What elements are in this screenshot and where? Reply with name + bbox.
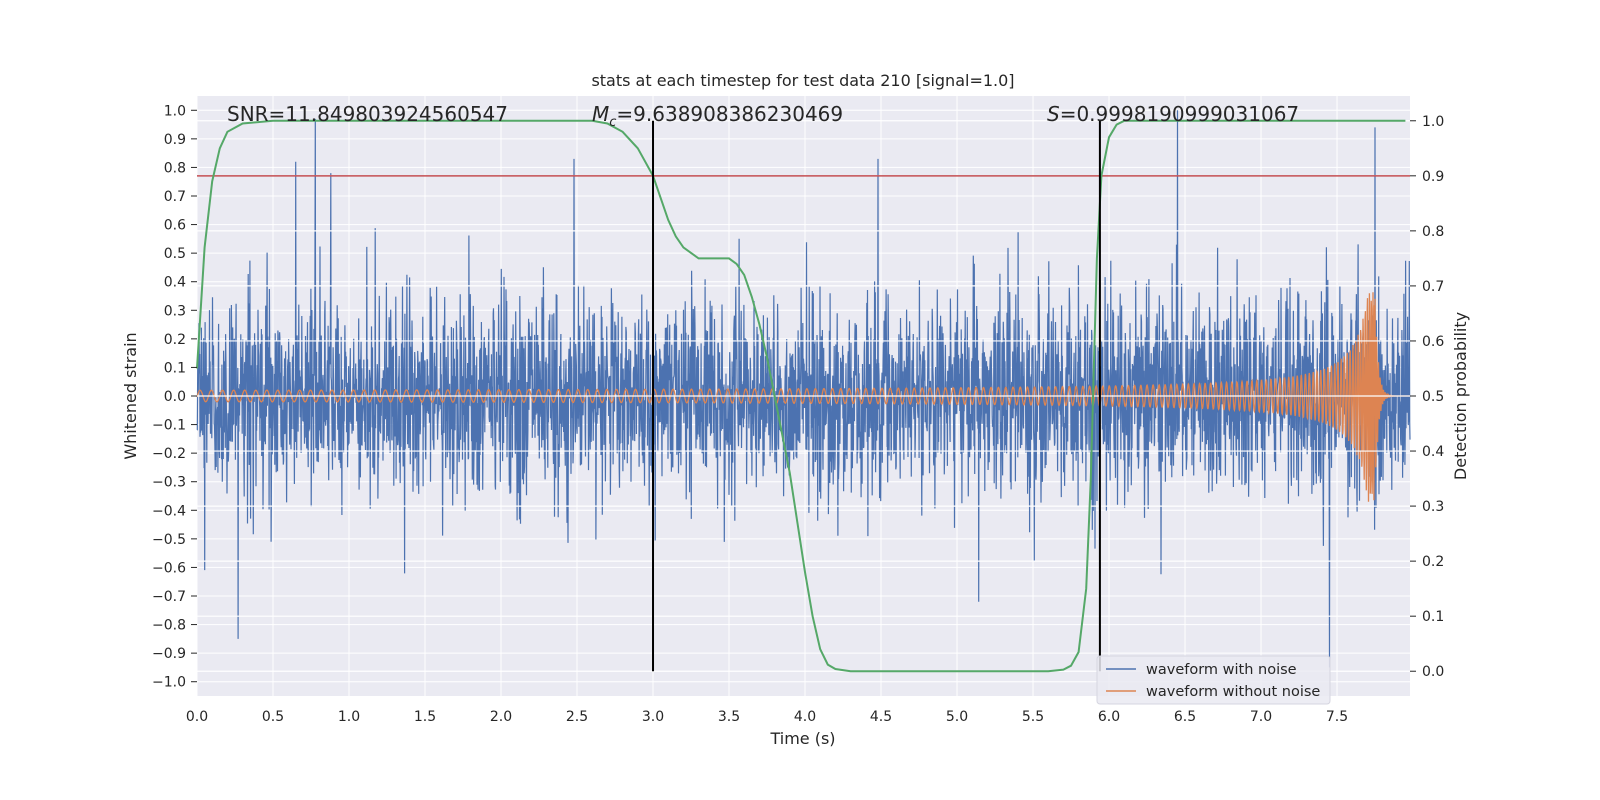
x-tick-label: 3.0 <box>642 709 664 725</box>
right-y-axis-label: Detection probability <box>1451 312 1470 480</box>
legend: waveform with noise waveform without noi… <box>1096 655 1331 705</box>
x-axis-ticks: 0.0 0.5 1.0 1.5 2.0 2.5 3.0 3.5 4.0 4.5 5.0 5.5 6.0 6… <box>186 709 1348 725</box>
right-y-tick-label: 1.0 <box>1422 114 1444 130</box>
legend-label-clean: waveform without noise <box>1146 684 1320 700</box>
left-y-tick-label: −0.8 <box>152 618 186 634</box>
left-y-tick-label: 0.0 <box>164 389 186 405</box>
right-y-tick-label: 0.2 <box>1422 554 1444 570</box>
x-tick-label: 0.5 <box>262 709 284 725</box>
chirp-mass-symbol: M <box>592 102 609 126</box>
score-symbol: S <box>1047 102 1060 126</box>
score-annotation: S=0.9998190999031067 <box>1047 102 1299 126</box>
left-y-axis-label: Whitened strain <box>121 332 140 459</box>
left-y-tick-label: 1.0 <box>164 103 186 119</box>
left-y-tick-label: −0.4 <box>152 503 186 519</box>
x-tick-label: 3.5 <box>718 709 740 725</box>
left-y-tick-label: 0.2 <box>164 332 186 348</box>
left-y-tick-label: −0.3 <box>152 475 186 491</box>
score-value: =0.9998190999031067 <box>1060 102 1299 126</box>
left-y-tick-label: −1.0 <box>152 675 186 691</box>
right-axis-ticks: 0.0 0.1 0.2 0.3 0.4 0.5 0.6 0.7 0.8 0.9 1.0 <box>1410 114 1444 680</box>
x-tick-label: 7.0 <box>1250 709 1272 725</box>
right-y-tick-label: 0.9 <box>1422 169 1444 185</box>
legend-box <box>1096 655 1331 705</box>
left-y-tick-label: 0.5 <box>164 246 186 262</box>
series-waveform-without-noise <box>196 292 1410 502</box>
legend-label-noise: waveform with noise <box>1146 662 1297 678</box>
x-tick-label: 6.0 <box>1098 709 1120 725</box>
right-y-tick-label: 0.8 <box>1422 224 1444 240</box>
x-tick-label: 4.0 <box>794 709 816 725</box>
left-y-tick-label: 0.1 <box>164 360 186 376</box>
x-tick-label: 0.0 <box>186 709 208 725</box>
left-axis-ticks: −1.0 −0.9 −0.8 −0.7 −0.6 −0.5 −0.4 −0.3 −0.2 −0.1… <box>152 103 197 691</box>
series-detection-probability <box>196 119 1406 673</box>
right-y-tick-label: 0.5 <box>1422 389 1444 405</box>
x-tick-label: 5.5 <box>1022 709 1044 725</box>
x-tick-label: 1.0 <box>338 709 360 725</box>
right-y-tick-label: 0.3 <box>1422 499 1444 515</box>
left-y-tick-label: −0.1 <box>152 418 186 434</box>
right-y-tick-label: 0.4 <box>1422 444 1444 460</box>
chirp-mass-value: =9.638908386230469 <box>616 102 843 126</box>
left-y-tick-label: 0.6 <box>164 218 186 234</box>
left-y-tick-label: −0.6 <box>152 560 186 576</box>
left-y-tick-label: −0.2 <box>152 446 186 462</box>
chirp-mass-subscript: c <box>609 115 616 130</box>
x-tick-label: 7.5 <box>1326 709 1348 725</box>
left-y-tick-label: −0.9 <box>152 646 186 662</box>
left-y-tick-label: −0.7 <box>152 589 186 605</box>
series-waveform-with-noise <box>196 110 1411 668</box>
snr-annotation: SNR=11.849803924560547 <box>227 102 508 126</box>
left-y-tick-label: 0.4 <box>164 275 186 291</box>
x-tick-label: 1.5 <box>414 709 436 725</box>
chart-title: stats at each timestep for test data 210… <box>591 71 1014 90</box>
right-y-tick-label: 0.7 <box>1422 279 1444 295</box>
left-y-tick-label: 0.3 <box>164 303 186 319</box>
right-y-tick-label: 0.0 <box>1422 664 1444 680</box>
left-y-tick-label: 0.8 <box>164 160 186 176</box>
chirp-mass-annotation: Mc=9.638908386230469 <box>592 102 843 130</box>
x-axis-label: Time (s) <box>769 729 835 748</box>
left-y-tick-label: −0.5 <box>152 532 186 548</box>
data-layer <box>196 110 1411 673</box>
right-y-tick-label: 0.6 <box>1422 334 1444 350</box>
left-y-tick-label: 0.9 <box>164 132 186 148</box>
right-y-tick-label: 0.1 <box>1422 609 1444 625</box>
left-y-tick-label: 0.7 <box>164 189 186 205</box>
x-tick-label: 2.5 <box>566 709 588 725</box>
x-tick-label: 6.5 <box>1174 709 1196 725</box>
x-tick-label: 5.0 <box>946 709 968 725</box>
x-tick-label: 4.5 <box>870 709 892 725</box>
x-tick-label: 2.0 <box>490 709 512 725</box>
